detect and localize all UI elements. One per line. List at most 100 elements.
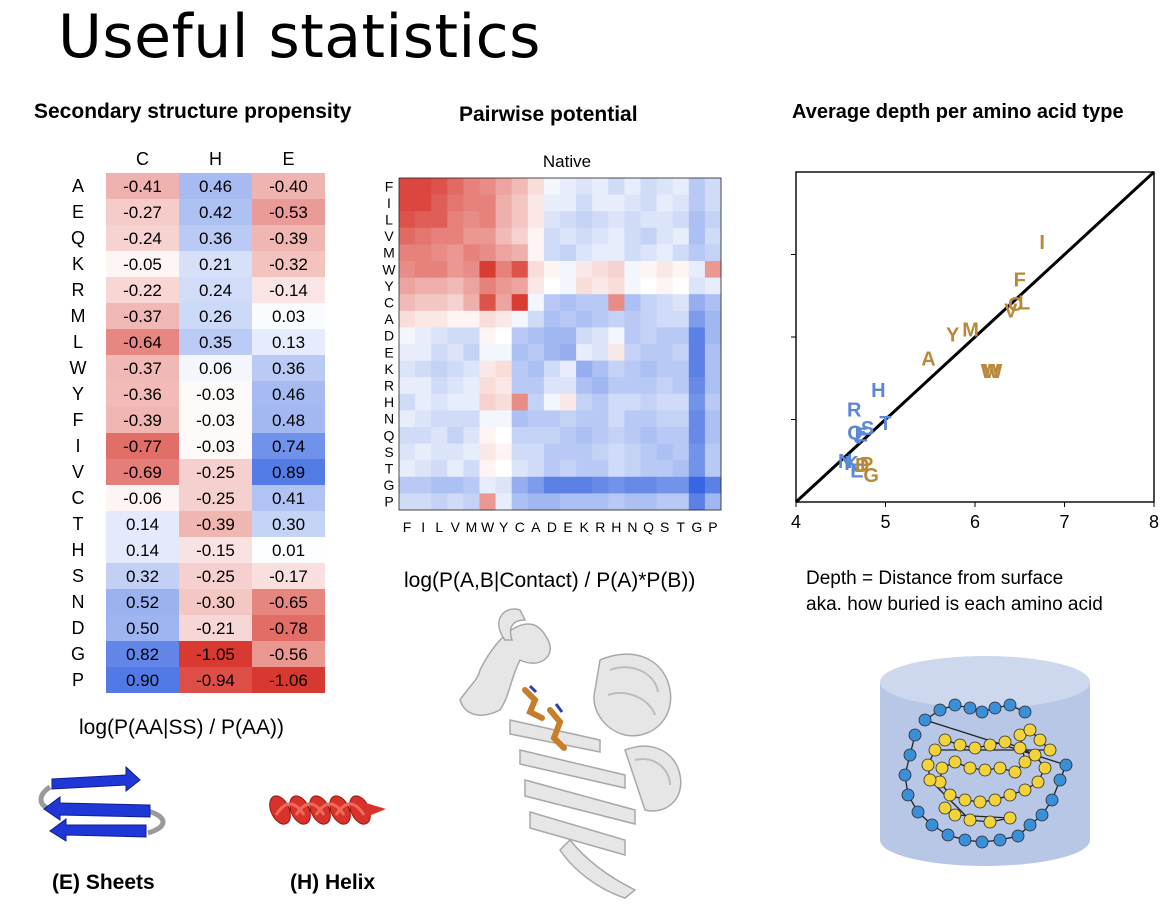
pairwise-heatmap-cell	[704, 443, 722, 461]
pairwise-row-label: C	[384, 295, 394, 311]
pairwise-row-label: R	[384, 378, 394, 394]
surface-residue-bead	[975, 705, 989, 719]
ss-heatmap-cell	[252, 459, 325, 485]
pairwise-heatmap-cell	[576, 211, 593, 229]
pairwise-heatmap-cell	[399, 493, 416, 511]
pairwise-row-label: P	[384, 494, 393, 510]
pairwise-heatmap-cell	[463, 344, 480, 361]
ss-heatmap-cell-label: 0.26	[199, 307, 232, 326]
pairwise-heatmap-cell	[592, 377, 609, 395]
pairwise-heatmap-cell	[592, 227, 609, 245]
pairwise-heatmap-cell	[560, 476, 577, 494]
pairwise-heatmap-cell	[399, 476, 416, 494]
pairwise-row-label: N	[384, 411, 394, 427]
pairwise-heatmap-cell	[640, 294, 657, 312]
pairwise-column-label: N	[627, 519, 637, 535]
pairwise-heatmap-cell	[511, 277, 529, 295]
ss-heatmap-cell-label: -0.39	[196, 515, 235, 534]
ss-heatmap-cell-label: -0.17	[269, 567, 308, 586]
pairwise-heatmap-cell	[576, 476, 593, 494]
pairwise-heatmap-cell	[431, 443, 448, 461]
pairwise-heatmap-cell	[624, 443, 641, 461]
pairwise-heatmap-cell	[399, 460, 416, 478]
pairwise-heatmap-cell	[560, 393, 577, 411]
pairwise-heatmap-cell	[656, 344, 674, 361]
ss-row-label: V	[72, 462, 84, 482]
pairwise-heatmap-cell	[415, 294, 432, 312]
pairwise-heatmap-cell	[543, 360, 561, 378]
surface-residue-bead	[1003, 698, 1017, 712]
ss-heatmap-cell-label: 0.32	[126, 567, 159, 586]
ss-heatmap-cell-label: 0.24	[199, 281, 232, 300]
pairwise-heatmap-cell	[415, 393, 432, 411]
pairwise-heatmap-cell	[495, 194, 513, 212]
surface-residue-bead	[911, 805, 925, 819]
pairwise-heatmap-cell	[447, 377, 464, 395]
ss-heatmap-cell	[252, 537, 325, 563]
ss-row-label: L	[73, 332, 83, 352]
pairwise-heatmap-cell	[640, 460, 657, 478]
pairwise-heatmap-cell	[415, 460, 432, 478]
pairwise-heatmap-cell	[608, 410, 625, 428]
buried-residue-bead-bond	[954, 814, 1011, 819]
surface-residue-bead	[901, 788, 915, 802]
ss-heatmap-cell	[106, 485, 179, 511]
pairwise-heatmap-cell	[511, 178, 529, 195]
surface-residue-bead	[1023, 818, 1037, 832]
ss-heatmap-cell	[106, 225, 179, 251]
pairwise-heatmap-cell	[447, 427, 464, 444]
amino-acid-point-label: C	[1008, 294, 1022, 316]
pairwise-heatmap-cell	[399, 310, 416, 328]
pairwise-heatmap-cell	[431, 393, 448, 411]
pairwise-heatmap-cell	[704, 377, 722, 395]
pairwise-heatmap-cell	[527, 194, 545, 212]
pairwise-heatmap-cell	[399, 194, 416, 212]
pairwise-heatmap-cell	[511, 443, 529, 461]
pairwise-heatmap-cell	[704, 393, 722, 411]
pairwise-heatmap-cell	[447, 211, 464, 229]
pairwise-heatmap-cell	[640, 277, 657, 295]
pairwise-heatmap-cell	[560, 277, 577, 295]
pairwise-heatmap-cell	[704, 178, 722, 195]
pairwise-heatmap-cell	[527, 476, 545, 494]
buried-residue-bead	[943, 788, 957, 802]
pairwise-heatmap-cell	[495, 227, 513, 245]
alpha-helix-illustration	[269, 795, 386, 825]
pairwise-heatmap-cell	[560, 460, 577, 478]
amino-acid-point-label: W	[981, 361, 1000, 383]
pairwise-heatmap-cell	[576, 327, 593, 345]
slide-title: Useful statistics	[58, 2, 541, 72]
ss-heatmap-cell	[106, 589, 179, 615]
pairwise-heatmap-cell	[656, 476, 674, 494]
pairwise-heatmap-cell	[672, 393, 690, 411]
pairwise-heatmap-cell	[688, 244, 706, 262]
pairwise-heatmap-cell	[672, 277, 690, 295]
pairwise-heatmap-cell	[495, 244, 513, 262]
pairwise-heatmap-cell	[431, 294, 448, 312]
ss-formula-caption: log(P(AA|SS) / P(AA))	[79, 716, 284, 739]
pairwise-heatmap-cell	[656, 294, 674, 312]
pairwise-heatmap-cell	[624, 360, 641, 378]
pairwise-heatmap-cell	[431, 244, 448, 262]
pairwise-heatmap-cell	[576, 443, 593, 461]
pairwise-heatmap-cell	[608, 194, 625, 212]
pairwise-heatmap-cell	[479, 410, 496, 428]
pairwise-heatmap-cell	[624, 227, 641, 245]
ss-heatmap-cell-label: -0.06	[123, 489, 162, 508]
ss-heatmap-cell-label: 0.90	[126, 671, 159, 690]
buried-residue-bead	[958, 793, 972, 807]
pairwise-heatmap-cell	[543, 377, 561, 395]
ss-heatmap-cell-label: 0.41	[272, 489, 305, 508]
pairwise-heatmap-cell	[431, 410, 448, 428]
surface-residue-bead	[958, 833, 972, 847]
ss-heatmap-cell	[252, 511, 325, 537]
pairwise-column-label: D	[547, 519, 557, 535]
ss-heatmap-cell-label: -0.56	[269, 645, 308, 664]
pairwise-heatmap-cell	[431, 427, 448, 444]
pairwise-heatmap-cell	[479, 178, 496, 195]
ss-heatmap-cell	[179, 615, 252, 641]
x-tick-label: 7	[1059, 512, 1069, 532]
pairwise-heatmap-cell	[479, 377, 496, 395]
pairwise-column-label: G	[691, 519, 702, 535]
ss-heatmap-cell-label: -0.37	[123, 307, 162, 326]
